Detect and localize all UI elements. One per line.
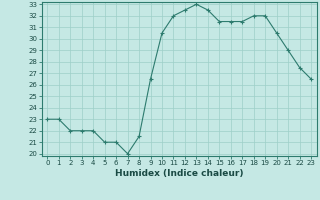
X-axis label: Humidex (Indice chaleur): Humidex (Indice chaleur) [115, 169, 244, 178]
